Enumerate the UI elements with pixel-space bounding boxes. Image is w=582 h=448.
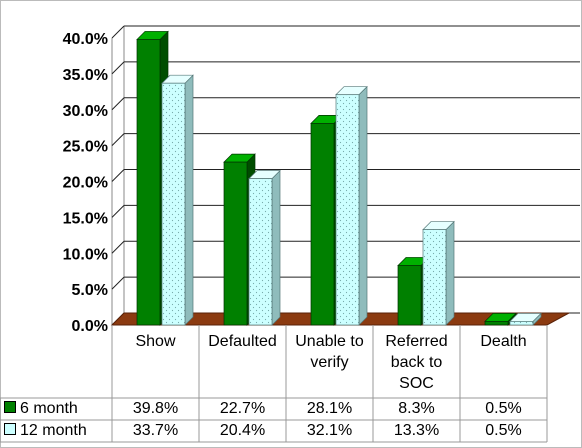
table-value: 32.1% bbox=[306, 422, 353, 439]
bar bbox=[310, 123, 335, 326]
y-tick-label: 35.0% bbox=[63, 67, 108, 84]
y-tick-label: 0.0% bbox=[72, 318, 108, 335]
grid-side bbox=[111, 276, 125, 290]
y-tick-label: 5.0% bbox=[72, 282, 108, 299]
category-label: Unable to verify bbox=[295, 333, 364, 371]
y-tick-label: 25.0% bbox=[63, 139, 108, 156]
y-tick-label: 30.0% bbox=[63, 103, 108, 120]
category-label: Referred back to SOC bbox=[385, 333, 448, 392]
bar bbox=[509, 321, 534, 326]
table-value: 33.7% bbox=[132, 422, 179, 439]
grid-side bbox=[111, 205, 125, 218]
y-tick-label: 40.0% bbox=[63, 31, 108, 48]
bar bbox=[422, 229, 447, 326]
bar bbox=[335, 94, 360, 326]
grid-side bbox=[111, 133, 125, 146]
table-value: 22.7% bbox=[219, 400, 266, 417]
category-label: Dealth bbox=[480, 333, 527, 350]
legend-entry: 6 month bbox=[4, 398, 78, 420]
table-value: 8.3% bbox=[398, 400, 435, 417]
legend-label: 6 month bbox=[20, 400, 78, 417]
table-value: 20.4% bbox=[219, 422, 266, 439]
table-value: 39.8% bbox=[132, 400, 179, 417]
grid-side bbox=[111, 61, 125, 75]
table-value: 13.3% bbox=[393, 422, 440, 439]
grid-side bbox=[111, 25, 125, 39]
table-value: 0.5% bbox=[485, 422, 522, 439]
bar bbox=[136, 39, 161, 326]
bar-side bbox=[184, 74, 194, 326]
bar bbox=[397, 265, 422, 326]
table-value: 0.5% bbox=[485, 400, 522, 417]
legend-entry: 12 month bbox=[4, 420, 87, 442]
grid-side bbox=[111, 169, 125, 182]
grid-side bbox=[111, 97, 125, 111]
bar-side bbox=[445, 220, 455, 326]
category-label: Show bbox=[135, 333, 176, 350]
category-label: Defaulted bbox=[208, 333, 277, 350]
bar bbox=[484, 321, 509, 326]
legend-label: 12 month bbox=[20, 422, 87, 439]
bar bbox=[248, 178, 273, 326]
bar-side bbox=[358, 85, 368, 326]
y-tick-label: 15.0% bbox=[63, 210, 108, 227]
y-tick-label: 20.0% bbox=[63, 175, 108, 192]
bar bbox=[223, 161, 248, 326]
y-tick-label: 10.0% bbox=[63, 246, 108, 263]
legend-swatch bbox=[4, 423, 16, 435]
table-value: 28.1% bbox=[306, 400, 353, 417]
legend-swatch bbox=[4, 401, 16, 413]
bar-side bbox=[271, 169, 281, 326]
grid-side bbox=[111, 240, 125, 254]
bar bbox=[161, 82, 186, 326]
